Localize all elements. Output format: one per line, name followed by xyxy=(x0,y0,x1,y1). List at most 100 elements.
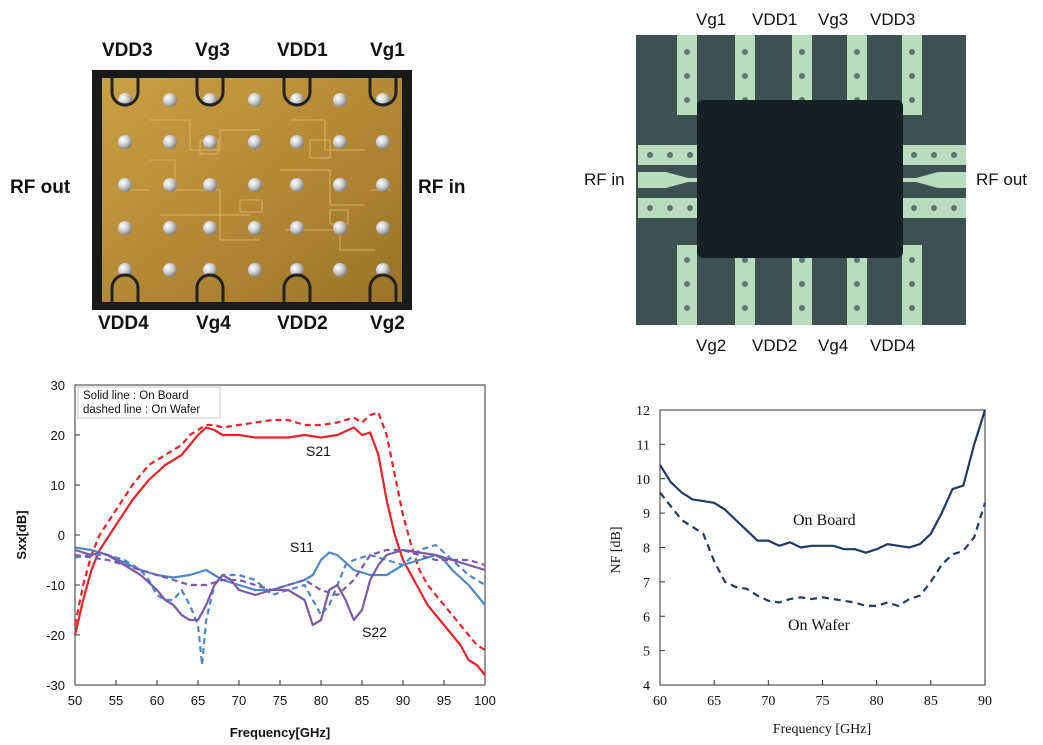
solder-ball xyxy=(118,178,132,192)
y-tick-label: 11 xyxy=(637,438,650,453)
wafer-pin-bottom-2: VDD2 xyxy=(752,336,798,355)
solder-ball xyxy=(163,178,177,192)
board-pin-bottom-3: VDD2 xyxy=(277,313,328,334)
via xyxy=(684,257,690,263)
solder-ball xyxy=(333,93,347,107)
via xyxy=(667,205,673,211)
y-tick-label: 12 xyxy=(636,404,650,419)
solder-ball xyxy=(203,178,217,192)
sparam-label-s22: S22 xyxy=(362,624,387,640)
solder-ball xyxy=(376,135,390,149)
via xyxy=(684,97,690,103)
nf-label-on-wafer: On Wafer xyxy=(788,617,851,634)
pad-notch xyxy=(110,273,140,302)
y-tick-label: 30 xyxy=(51,378,65,393)
via xyxy=(854,305,860,311)
pad-notch xyxy=(195,273,225,302)
via xyxy=(647,152,653,158)
solder-ball xyxy=(376,221,390,235)
y-tick-label: 8 xyxy=(643,542,650,557)
pad-notch xyxy=(195,78,225,107)
board-pin-top-2: Vg3 xyxy=(195,40,230,61)
board-port-left: RF out xyxy=(10,177,71,198)
via xyxy=(911,152,917,158)
via xyxy=(951,205,957,211)
via xyxy=(799,49,805,55)
series-line-on-board-solid xyxy=(659,409,987,554)
via xyxy=(909,73,915,79)
board-chip-panel: VDD3 Vg3 VDD1 Vg1 VDD4 Vg4 VDD2 Vg2 RF o… xyxy=(0,0,520,345)
solder-ball xyxy=(248,221,262,235)
nf-y-axis-label: NF [dB] xyxy=(609,526,624,573)
board-pin-top-1: VDD3 xyxy=(102,40,153,61)
x-tick-label: 90 xyxy=(396,693,410,708)
solder-ball xyxy=(163,93,177,107)
y-tick-label: 20 xyxy=(51,428,65,443)
sparam-chart: 50 55 60 65 70 75 80 85 90 95 1003020100-10-20-30 … xyxy=(14,378,496,740)
x-tick-label: 100 xyxy=(474,693,496,708)
pad-notch xyxy=(368,273,398,302)
y-tick-label: 5 xyxy=(643,645,650,660)
via xyxy=(854,73,860,79)
x-tick-label: 75 xyxy=(816,694,830,709)
nf-plot-frame xyxy=(659,409,986,686)
via xyxy=(742,305,748,311)
series-line-on-wafer-dashed xyxy=(659,491,987,607)
solder-ball xyxy=(163,263,177,277)
wafer-pin-bottom-4: VDD4 xyxy=(870,336,916,355)
x-tick-label: 80 xyxy=(314,693,328,708)
solder-ball xyxy=(248,135,262,149)
via xyxy=(909,257,915,263)
board-pin-top-4: Vg1 xyxy=(370,40,405,61)
via xyxy=(667,152,673,158)
x-tick-label: 60 xyxy=(150,693,164,708)
y-tick-label: 0 xyxy=(58,528,65,543)
via xyxy=(684,49,690,55)
via xyxy=(742,73,748,79)
x-tick-label: 85 xyxy=(355,693,369,708)
x-tick-label: 50 xyxy=(68,693,82,708)
via xyxy=(799,73,805,79)
board-port-right: RF in xyxy=(418,177,466,198)
wafer-port-right: RF out xyxy=(976,170,1028,189)
wafer-chip-panel: Vg1 VDD1 Vg3 VDD3 Vg2 VDD2 Vg4 VDD4 RF i… xyxy=(520,0,1043,365)
solder-ball xyxy=(248,263,262,277)
pad-notch xyxy=(282,78,312,107)
y-tick-label: 10 xyxy=(51,478,65,493)
series-line-s21-solid xyxy=(73,426,486,676)
x-tick-label: 85 xyxy=(924,694,938,709)
pad-notch xyxy=(110,78,140,107)
via xyxy=(684,73,690,79)
wafer-port-left: RF in xyxy=(584,170,625,189)
series-line-s11-dashed xyxy=(74,543,486,667)
solder-ball xyxy=(290,135,304,149)
x-tick-label: 80 xyxy=(870,694,884,709)
y-tick-label: -10 xyxy=(46,578,65,593)
via xyxy=(742,281,748,287)
solder-ball xyxy=(333,178,347,192)
wafer-pin-bottom-1: Vg2 xyxy=(696,336,727,355)
pad-notch xyxy=(368,78,398,107)
wafer-pin-top-3: Vg3 xyxy=(818,10,849,29)
rf-feed-left xyxy=(638,172,702,188)
solder-ball xyxy=(333,221,347,235)
via xyxy=(684,281,690,287)
solder-ball xyxy=(163,135,177,149)
via xyxy=(854,257,860,263)
board-pin-bottom-4: Vg2 xyxy=(370,313,405,334)
via xyxy=(854,49,860,55)
y-tick-label: 7 xyxy=(643,576,650,591)
solder-ball xyxy=(203,135,217,149)
solder-ball xyxy=(333,263,347,277)
sparam-plot-frame xyxy=(74,384,486,686)
solder-ball xyxy=(203,263,217,277)
sparam-x-axis-label: Frequency[GHz] xyxy=(230,725,330,740)
board-pin-bottom-1: VDD4 xyxy=(98,313,149,334)
x-tick-label: 90 xyxy=(978,694,992,709)
solder-ball xyxy=(376,263,390,277)
wafer-pin-top-4: VDD3 xyxy=(870,10,916,29)
solder-ball xyxy=(248,93,262,107)
sparam-label-s21: S21 xyxy=(306,443,331,459)
via xyxy=(931,205,937,211)
